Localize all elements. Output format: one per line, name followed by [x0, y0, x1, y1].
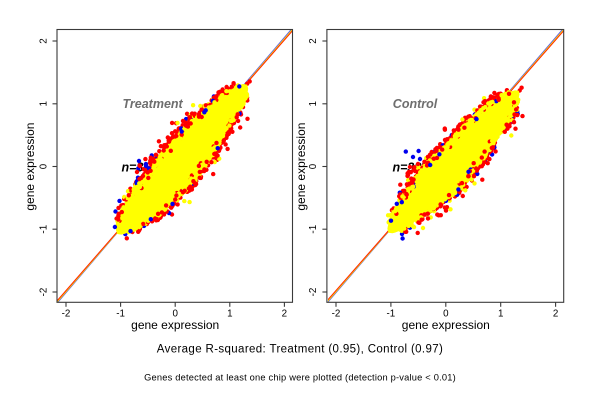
svg-text:0: 0	[38, 163, 49, 169]
svg-text:-2: -2	[62, 309, 71, 320]
svg-text:-1: -1	[308, 225, 319, 234]
svg-text:2: 2	[38, 38, 49, 43]
svg-text:-2: -2	[38, 288, 49, 297]
svg-text:gene expression: gene expression	[294, 123, 308, 211]
svg-text:-1: -1	[38, 225, 49, 234]
svg-text:1: 1	[38, 101, 49, 106]
svg-text:2: 2	[282, 309, 287, 320]
svg-text:Average R-squared: Treatment (: Average R-squared: Treatment (0.95), Con…	[157, 344, 443, 356]
svg-text:1: 1	[498, 309, 503, 320]
svg-text:1: 1	[308, 101, 319, 106]
svg-text:gene expression: gene expression	[131, 318, 219, 332]
svg-text:-1: -1	[116, 309, 125, 320]
svg-text:-2: -2	[332, 309, 341, 320]
svg-text:2: 2	[308, 38, 319, 43]
svg-text:Control: Control	[393, 97, 438, 111]
svg-text:0: 0	[172, 309, 178, 320]
svg-text:gene expression: gene expression	[23, 123, 37, 211]
svg-text:1: 1	[227, 309, 232, 320]
svg-text:-1: -1	[387, 309, 396, 320]
svg-text:Treatment: Treatment	[123, 97, 184, 111]
svg-text:0: 0	[443, 309, 449, 320]
svg-text:0: 0	[308, 163, 319, 169]
svg-text:gene expression: gene expression	[402, 318, 490, 332]
svg-text:2: 2	[553, 309, 558, 320]
svg-text:-2: -2	[308, 288, 319, 297]
svg-text:Genes detected at least one ch: Genes detected at least one chip were pl…	[144, 373, 456, 383]
